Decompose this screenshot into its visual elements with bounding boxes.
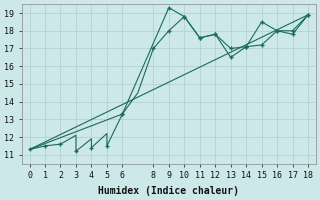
X-axis label: Humidex (Indice chaleur): Humidex (Indice chaleur) <box>98 186 239 196</box>
